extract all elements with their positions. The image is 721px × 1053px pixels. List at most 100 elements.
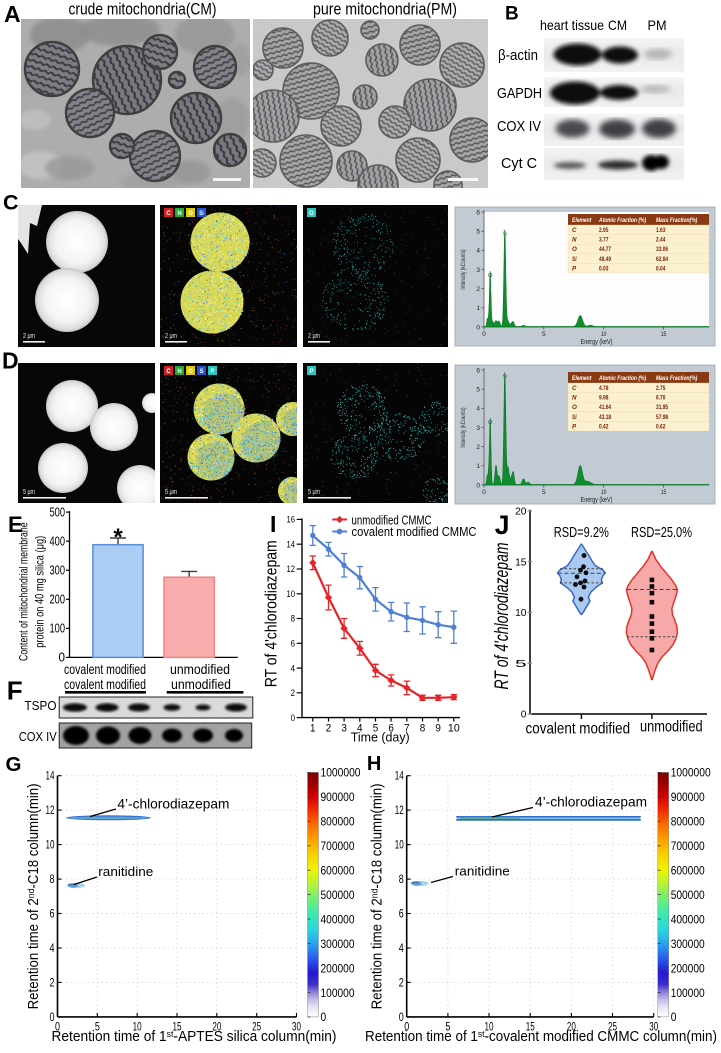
svg-text:0: 0	[404, 1021, 409, 1033]
svg-text:4’-chlorodiazepam: 4’-chlorodiazepam	[117, 796, 229, 812]
svg-text:6.70: 6.70	[656, 395, 666, 402]
svg-text:N: N	[572, 237, 577, 244]
svg-text:25: 25	[608, 1021, 617, 1033]
svg-text:0: 0	[671, 1010, 677, 1024]
svg-text:0: 0	[59, 651, 66, 665]
svg-text:300000: 300000	[321, 937, 355, 951]
svg-text:unmodified: unmodified	[170, 661, 230, 677]
svg-text:14: 14	[46, 771, 55, 783]
svg-text:GAPDH: GAPDH	[497, 86, 542, 102]
svg-text:100000: 100000	[321, 986, 355, 1000]
svg-text:N: N	[177, 211, 181, 217]
svg-text:10: 10	[515, 608, 527, 619]
svg-text:20: 20	[212, 1021, 221, 1033]
svg-text:30: 30	[292, 1021, 301, 1033]
svg-text:6: 6	[476, 367, 480, 374]
svg-text:12: 12	[287, 564, 296, 574]
svg-text:30: 30	[649, 1021, 658, 1033]
svg-text:8: 8	[420, 723, 426, 735]
svg-text:16: 16	[287, 515, 296, 525]
svg-text:500: 500	[50, 505, 66, 519]
svg-text:3: 3	[341, 723, 347, 735]
svg-text:O: O	[309, 211, 314, 217]
svg-text:covalent modified: covalent modified	[64, 661, 146, 677]
svg-text:Element: Element	[572, 217, 592, 224]
svg-text:protein on 40 mg silica (μg): protein on 40 mg silica (μg)	[33, 536, 47, 648]
svg-text:200000: 200000	[321, 961, 355, 975]
svg-text:Retention time of 2nd-C18 colu: Retention time of 2nd-C18 column(min)	[26, 783, 42, 1009]
svg-text:6: 6	[388, 723, 394, 735]
svg-text:Retention time of 2nd-C18 colu: Retention time of 2nd-C18 column(min)	[370, 783, 386, 1009]
svg-text:Atomic Fraction (%): Atomic Fraction (%)	[598, 217, 646, 224]
svg-text:100000: 100000	[671, 986, 705, 1000]
svg-text:0: 0	[399, 1012, 404, 1024]
svg-text:4: 4	[399, 943, 404, 955]
svg-text:covalent modified: covalent modified	[526, 721, 631, 738]
svg-text:PM: PM	[648, 17, 667, 33]
svg-text:Si: Si	[503, 231, 507, 237]
svg-text:15: 15	[661, 331, 667, 338]
svg-text:COX IV: COX IV	[19, 730, 58, 744]
svg-text:62.84: 62.84	[656, 256, 669, 263]
svg-text:15: 15	[515, 557, 527, 568]
svg-text:Si: Si	[199, 211, 204, 217]
svg-text:TSPO: TSPO	[25, 699, 57, 713]
svg-text:5 μm: 5 μm	[23, 489, 35, 496]
svg-text:Intensity (kCounts): Intensity (kCounts)	[460, 407, 467, 447]
svg-text:200000: 200000	[671, 961, 705, 975]
svg-text:400: 400	[50, 535, 66, 549]
svg-text:S: S	[199, 369, 203, 375]
svg-text:2 μm: 2 μm	[165, 333, 177, 340]
svg-text:Si: Si	[503, 374, 507, 380]
svg-text:2: 2	[291, 688, 295, 698]
svg-text:800000: 800000	[321, 815, 355, 829]
svg-text:A: A	[4, 1, 21, 27]
svg-text:44.77: 44.77	[599, 246, 612, 253]
svg-text:500000: 500000	[671, 888, 705, 902]
svg-text:14: 14	[395, 771, 404, 783]
svg-text:33.06: 33.06	[656, 246, 669, 253]
svg-text:O: O	[572, 246, 577, 253]
svg-text:57.98: 57.98	[656, 414, 669, 421]
svg-text:6: 6	[476, 209, 480, 216]
svg-text:4.78: 4.78	[599, 385, 609, 392]
svg-text:Time (day): Time (day)	[351, 730, 410, 745]
svg-text:14: 14	[287, 539, 296, 549]
svg-text:10: 10	[601, 331, 607, 338]
svg-text:2: 2	[326, 723, 332, 735]
svg-text:Intensity (kCounts): Intensity (kCounts)	[460, 249, 467, 289]
svg-text:5: 5	[373, 723, 379, 735]
svg-text:Retention time of 1st-covalent: Retention time of 1st-covalent modified …	[365, 1028, 717, 1045]
svg-text:5: 5	[476, 386, 480, 393]
svg-text:20: 20	[567, 1021, 576, 1033]
svg-text:10: 10	[395, 840, 404, 852]
svg-text:RSD=9.2%: RSD=9.2%	[554, 525, 609, 541]
svg-text:8: 8	[291, 614, 295, 624]
svg-text:ranitidine: ranitidine	[98, 864, 153, 879]
svg-text:0: 0	[50, 1012, 55, 1024]
svg-text:1: 1	[476, 305, 480, 312]
svg-text:Cyt C: Cyt C	[501, 156, 537, 172]
svg-text:Si: Si	[572, 256, 577, 263]
svg-text:2: 2	[399, 977, 404, 989]
svg-text:P: P	[572, 265, 577, 272]
svg-text:8: 8	[50, 874, 55, 886]
svg-text:covalent modified: covalent modified	[64, 676, 146, 692]
svg-text:9.98: 9.98	[599, 395, 609, 402]
svg-text:6: 6	[399, 909, 404, 921]
svg-text:crude mitochondria(CM): crude mitochondria(CM)	[69, 1, 217, 19]
svg-text:Energy (keV): Energy (keV)	[581, 497, 613, 504]
svg-text:Content of mitochondrial membr: Content of mitochondrial membrane	[17, 522, 31, 661]
svg-text:2 μm: 2 μm	[23, 333, 35, 340]
svg-text:2.95: 2.95	[599, 227, 609, 234]
svg-text:covalent modified CMMC: covalent modified CMMC	[352, 524, 477, 539]
svg-text:4: 4	[291, 663, 295, 673]
svg-text:C: C	[572, 227, 577, 234]
svg-text:5: 5	[542, 489, 546, 496]
svg-text:5: 5	[542, 331, 546, 338]
svg-text:3: 3	[476, 425, 480, 432]
svg-text:10: 10	[485, 1021, 494, 1033]
svg-text:C: C	[166, 369, 171, 375]
svg-text:48.49: 48.49	[599, 256, 612, 263]
svg-text:1: 1	[476, 463, 480, 470]
